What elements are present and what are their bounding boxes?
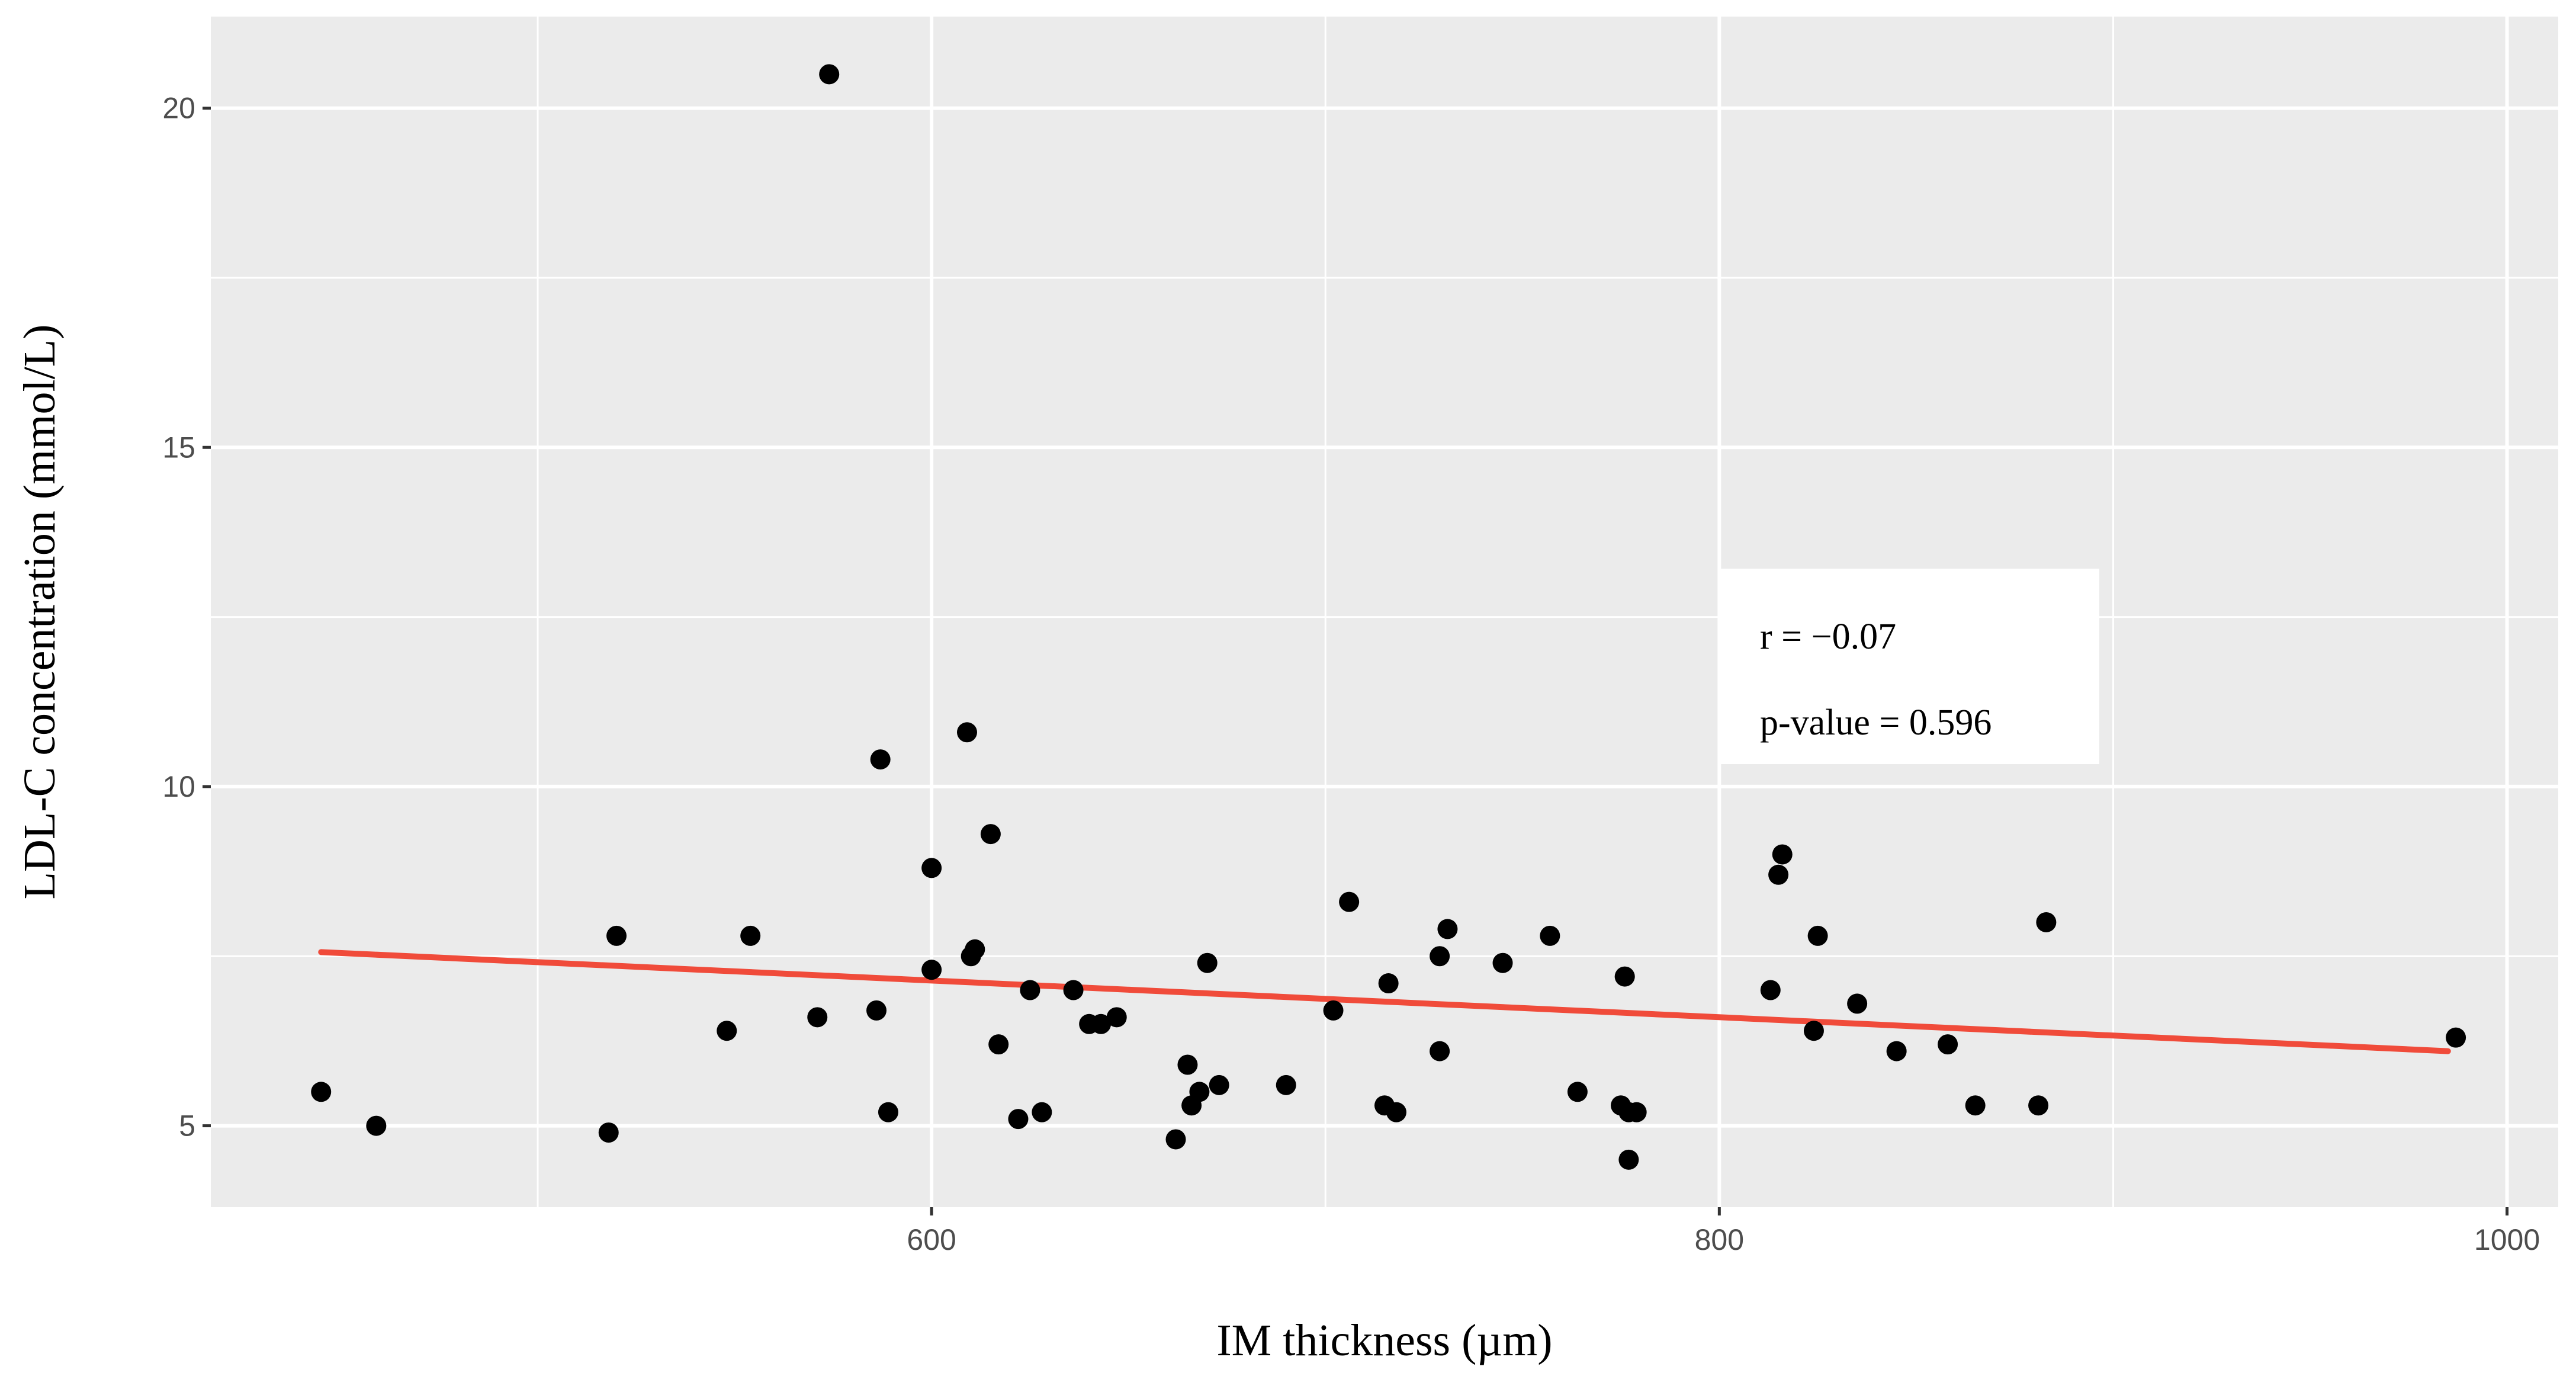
data-point — [965, 939, 985, 960]
data-point — [1430, 1041, 1450, 1061]
data-point — [1803, 1021, 1824, 1041]
data-point — [1807, 925, 1828, 946]
data-point — [956, 722, 977, 743]
data-point — [1323, 1000, 1344, 1021]
data-point — [921, 858, 942, 878]
data-point — [1772, 844, 1793, 865]
data-point — [2036, 912, 2057, 932]
x-tick-label: 800 — [1695, 1223, 1744, 1256]
data-point — [1847, 993, 1868, 1014]
data-point — [870, 749, 891, 770]
y-tick-label: 15 — [162, 431, 195, 464]
data-point — [740, 925, 761, 946]
annotation-p-value: p-value = 0.596 — [1760, 703, 1992, 743]
major-grid — [211, 17, 2558, 1207]
data-point — [1430, 946, 1450, 967]
y-tick-label: 5 — [179, 1109, 195, 1143]
data-point — [1618, 1149, 1639, 1170]
data-point — [1197, 952, 1218, 973]
data-point — [921, 960, 942, 980]
data-point — [807, 1007, 828, 1028]
y-tick-label: 10 — [162, 770, 195, 803]
data-point — [1063, 980, 1084, 1000]
data-point — [1008, 1109, 1029, 1130]
data-point — [1965, 1095, 1986, 1116]
data-point — [2446, 1027, 2466, 1048]
y-axis-title: LDL-C concentration (mmol/L) — [15, 325, 65, 900]
data-point — [1378, 973, 1399, 994]
x-tick-label: 1000 — [2474, 1223, 2540, 1256]
data-point — [1189, 1082, 1210, 1102]
data-point — [1626, 1102, 1647, 1122]
data-point — [366, 1115, 387, 1136]
data-point — [1165, 1129, 1186, 1150]
data-point — [1339, 891, 1360, 912]
data-point — [2028, 1095, 2049, 1116]
minor-grid — [211, 17, 2558, 1207]
data-point — [1492, 952, 1513, 973]
data-point — [1760, 980, 1781, 1000]
data-point — [1567, 1082, 1588, 1102]
data-point — [1886, 1041, 1907, 1061]
data-point — [1209, 1075, 1229, 1095]
data-point — [1386, 1102, 1406, 1122]
y-axis-ticks: 5 10 15 20 — [162, 92, 211, 1143]
data-point — [1032, 1102, 1052, 1122]
data-point — [1091, 1013, 1112, 1034]
y-tick-label: 20 — [162, 92, 195, 125]
data-point — [1938, 1034, 1958, 1055]
panel-background — [211, 17, 2558, 1207]
x-axis-title: IM thickness (µm) — [1216, 1316, 1552, 1365]
annotation-box — [1720, 569, 2099, 764]
data-point — [1437, 919, 1458, 939]
annotation-r: r = −0.07 — [1760, 617, 1896, 657]
data-point — [878, 1102, 898, 1122]
data-points — [311, 64, 2466, 1170]
x-tick-label: 600 — [907, 1223, 956, 1256]
data-point — [1020, 980, 1040, 1000]
trend-line — [318, 949, 2451, 1054]
data-point — [1614, 966, 1635, 987]
data-point — [1768, 864, 1789, 885]
data-point — [311, 1082, 332, 1102]
data-point — [606, 925, 627, 946]
data-point — [1106, 1007, 1127, 1028]
data-point — [1276, 1075, 1296, 1095]
data-point — [717, 1021, 737, 1041]
data-point — [980, 824, 1001, 845]
data-point — [598, 1122, 619, 1143]
data-point — [866, 1000, 887, 1021]
data-point — [819, 64, 840, 85]
data-point — [988, 1034, 1009, 1055]
data-point — [1177, 1054, 1198, 1075]
x-axis-ticks: 600 800 1000 — [907, 1207, 2540, 1256]
data-point — [1540, 925, 1560, 946]
